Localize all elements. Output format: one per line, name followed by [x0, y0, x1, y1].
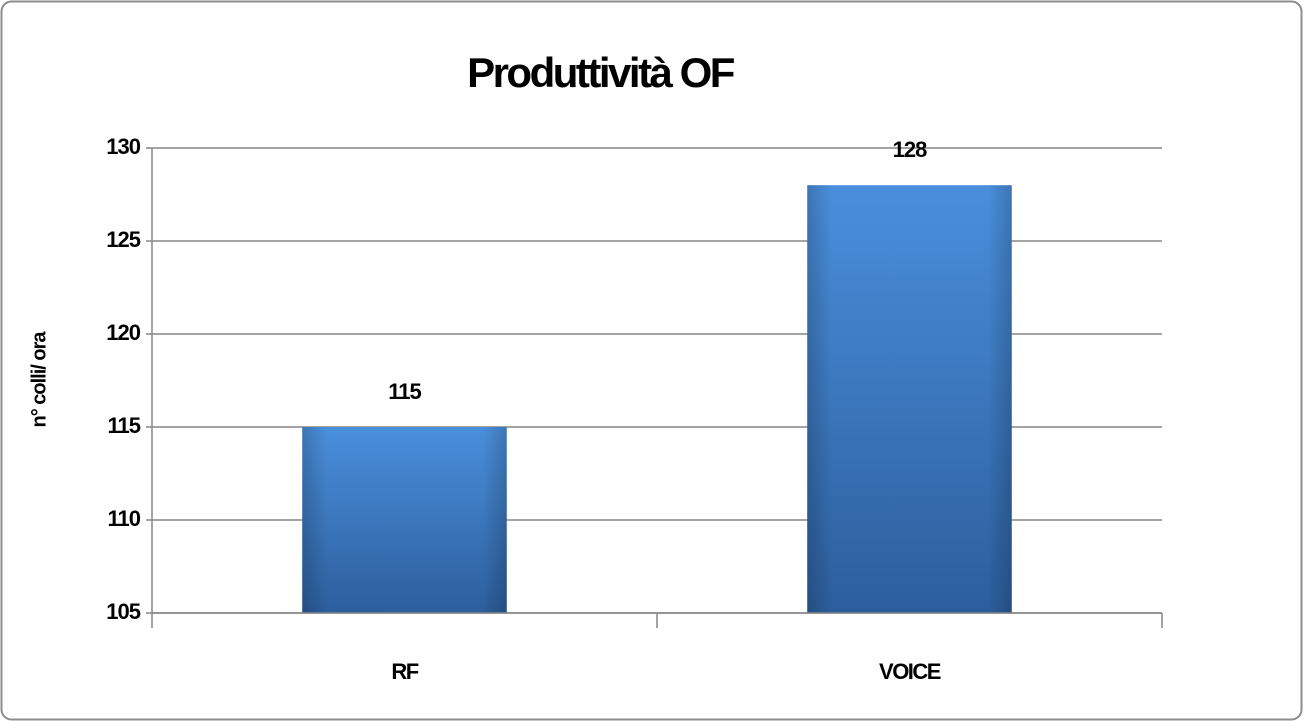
x-tick-label: VOICE — [879, 659, 941, 684]
y-tick-label: 110 — [108, 506, 141, 531]
y-tick-label: 105 — [106, 599, 140, 624]
y-tick-label: 120 — [106, 320, 140, 345]
y-axis-title: n° colli/ ora — [28, 331, 50, 428]
y-tick-label: 125 — [106, 227, 140, 252]
bar-shade — [807, 185, 1012, 613]
bar-shade — [302, 427, 507, 613]
data-label: 128 — [893, 137, 927, 162]
data-label: 115 — [388, 379, 421, 404]
y-tick-label: 115 — [108, 413, 141, 438]
x-tick-label: RF — [391, 659, 418, 684]
y-tick-label: 130 — [106, 134, 140, 159]
chart-title: Produttività OF — [467, 49, 735, 96]
